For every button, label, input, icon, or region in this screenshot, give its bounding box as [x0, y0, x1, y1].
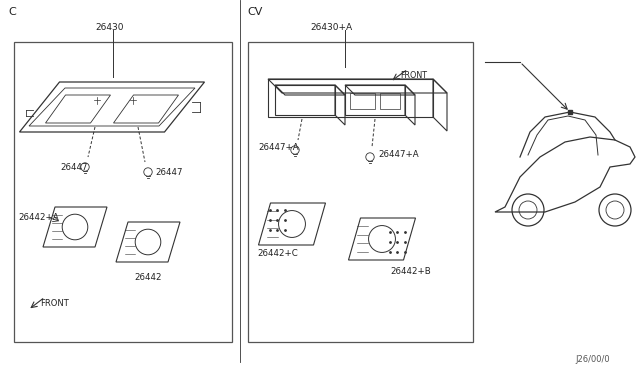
Bar	[14, 42, 232, 342]
Text: 26442+A: 26442+A	[18, 212, 59, 221]
Text: 26447+A: 26447+A	[258, 142, 299, 151]
Bar	[380, 93, 400, 109]
Text: J26/00/0: J26/00/0	[575, 356, 610, 365]
Text: C: C	[8, 7, 16, 17]
Text: CV: CV	[247, 7, 262, 17]
Text: 26430+A: 26430+A	[310, 22, 352, 32]
Bar	[248, 42, 473, 342]
Text: 26447+A: 26447+A	[378, 150, 419, 158]
Text: 26447: 26447	[155, 167, 182, 176]
Text: 26447: 26447	[60, 163, 88, 171]
Bar	[350, 93, 375, 109]
Text: FRONT: FRONT	[400, 71, 427, 80]
Text: 26442+C: 26442+C	[257, 250, 298, 259]
Text: 26442+B: 26442+B	[390, 267, 431, 276]
Text: 26430: 26430	[95, 22, 124, 32]
Text: FRONT: FRONT	[40, 299, 68, 308]
Text: 26442: 26442	[134, 273, 162, 282]
